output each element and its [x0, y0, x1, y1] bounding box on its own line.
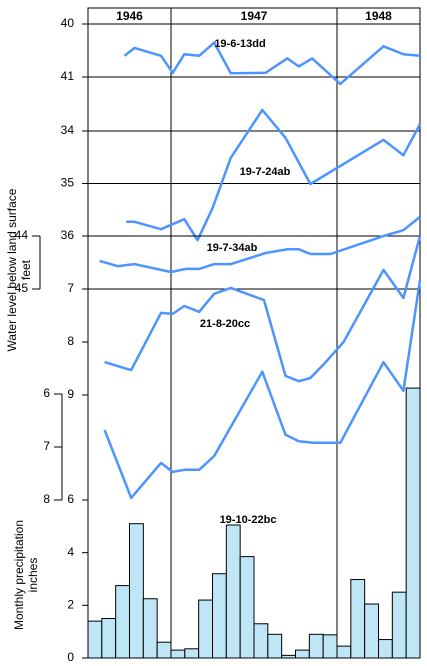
year-label: 1946 — [116, 9, 143, 23]
precipitation-bar — [350, 579, 366, 659]
precipitation-bar — [156, 641, 172, 659]
precipitation-bar — [142, 598, 158, 659]
series-label: 19-6-13dd — [214, 38, 265, 50]
water-level-line — [123, 41, 421, 86]
y-tick-label: 8 — [67, 334, 74, 348]
y-tick-label: 40 — [61, 16, 75, 30]
precipitation-bar — [212, 573, 227, 659]
precipitation-bar — [87, 620, 103, 659]
y-tick-label: 6 — [43, 386, 50, 400]
y-tick-label: 8 — [43, 492, 50, 506]
water-level-line — [103, 279, 422, 500]
series-label: 19-7-24ab — [240, 166, 291, 178]
precipitation-bar — [308, 633, 324, 659]
precipitation-bar — [322, 634, 338, 659]
y-tick-label: 0 — [67, 650, 74, 664]
precipitation-bar — [198, 599, 214, 659]
water-level-line — [104, 235, 422, 383]
precipitation-bar — [225, 524, 241, 659]
y-tick-label: 2 — [67, 598, 74, 612]
y-tick-label: 44 — [15, 228, 29, 242]
precipitation-bar — [391, 591, 407, 659]
y-tick-label: 45 — [15, 281, 29, 295]
y-tick-label: 34 — [61, 123, 75, 137]
y-tick-label: 36 — [61, 228, 75, 242]
precipitation-bar — [295, 649, 310, 659]
y-tick-label: 6 — [67, 492, 74, 506]
year-label: 1948 — [365, 9, 392, 23]
precipitation-bar — [239, 556, 255, 659]
precipitation-bar — [378, 639, 393, 659]
series-label: 21-8-20cc — [200, 318, 250, 330]
y-axis-title: Monthly precipitationinches — [12, 520, 40, 630]
precipitation-bar — [364, 603, 379, 659]
water-level-line — [126, 108, 422, 242]
precipitation-bar — [184, 648, 200, 659]
y-axis-title-line: inches — [26, 558, 40, 593]
precipitation-bar — [170, 649, 186, 659]
y-axis-title-line: Monthly precipitation — [12, 520, 26, 630]
year-label: 1947 — [241, 9, 268, 23]
series-label: 19-7-34ab — [207, 242, 258, 254]
precipitation-bar — [267, 633, 283, 659]
y-tick-label: 35 — [61, 176, 75, 190]
precipitation-bar — [336, 645, 352, 659]
y-tick-label: 7 — [67, 281, 74, 295]
precipitation-bar — [281, 654, 296, 659]
y-tick-label: 9 — [67, 387, 74, 401]
y-tick-label: 41 — [61, 69, 75, 83]
y-tick-label: 4 — [67, 545, 74, 559]
precipitation-bar — [405, 387, 421, 659]
y-axis-title-line: feet — [19, 259, 33, 280]
water-level-line — [99, 215, 421, 274]
precipitation-bar — [253, 623, 269, 659]
y-axis-title: Water level below land surfacefeet — [5, 188, 33, 351]
y-tick-label: 7 — [43, 439, 50, 453]
y-axis-title-line: Water level below land surface — [5, 188, 19, 351]
precipitation-bar — [101, 618, 117, 659]
precipitation-bar — [129, 523, 144, 659]
precipitation-bar — [115, 585, 130, 659]
series-label: 19-10-22bc — [220, 514, 277, 526]
